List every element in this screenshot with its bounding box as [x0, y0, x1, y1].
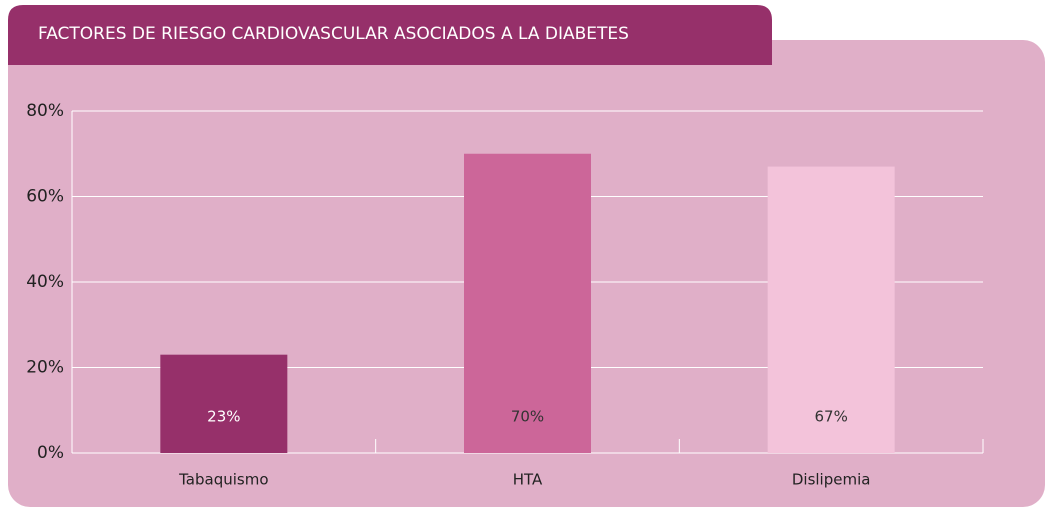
data-label: 67%: [814, 408, 847, 426]
data-label: 70%: [511, 408, 544, 426]
y-tick-label: 80%: [26, 101, 64, 121]
bar: [464, 153, 591, 453]
bar: [767, 166, 895, 453]
x-tick-label: Tabaquismo: [178, 471, 268, 489]
bar: [160, 354, 288, 453]
y-tick-label: 20%: [26, 358, 64, 378]
x-tick-label: HTA: [513, 471, 543, 489]
y-tick-label: 60%: [26, 187, 64, 207]
y-tick-label: 40%: [26, 272, 64, 292]
chart-title: FACTORES DE RIESGO CARDIOVASCULAR ASOCIA…: [38, 24, 629, 44]
title-tab: [8, 5, 772, 65]
data-label: 23%: [207, 408, 240, 426]
y-tick-label: 0%: [37, 443, 64, 463]
x-tick-label: Dislipemia: [792, 471, 871, 489]
